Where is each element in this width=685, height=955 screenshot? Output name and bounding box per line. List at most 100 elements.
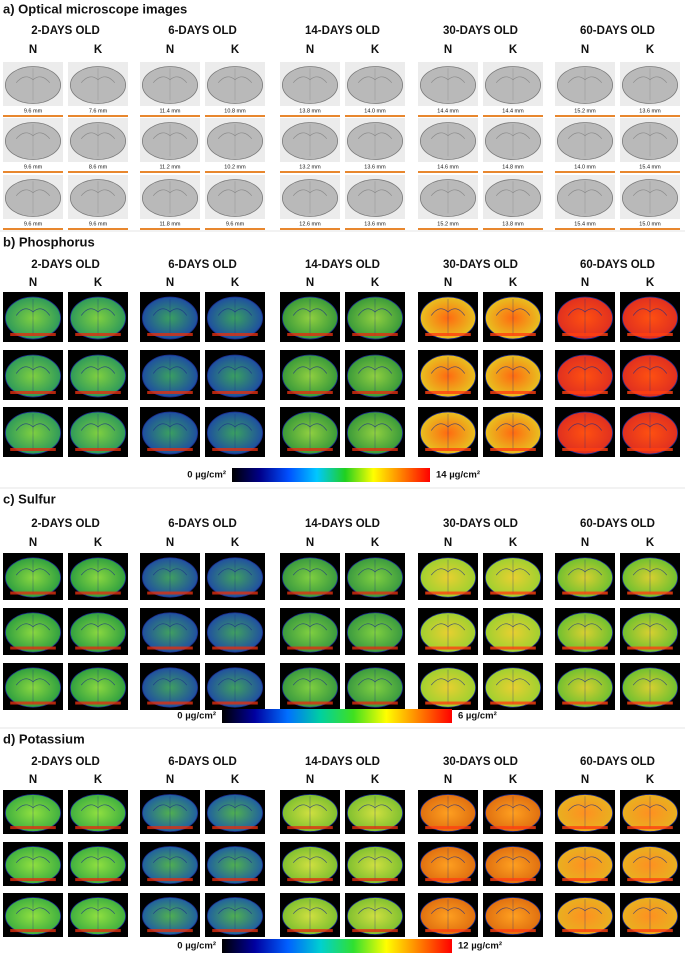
edge-band — [10, 448, 56, 451]
edge-band — [352, 701, 398, 705]
edge-band — [75, 333, 121, 336]
column-label: K — [646, 277, 655, 289]
edge-band — [627, 646, 673, 650]
edge-band — [352, 448, 398, 451]
edge-band — [147, 391, 193, 394]
age-header: 2-DAYS OLD — [31, 25, 100, 37]
brain-image — [68, 790, 128, 834]
edge-band — [352, 391, 398, 394]
brain-image — [418, 842, 478, 886]
edge-band — [425, 591, 471, 595]
edge-band — [10, 333, 56, 336]
column-label: K — [94, 774, 103, 786]
column-label: N — [581, 537, 589, 549]
edge-band — [627, 701, 673, 705]
column-label: K — [509, 277, 518, 289]
edge-band — [425, 646, 471, 650]
edge-band — [212, 591, 258, 595]
brain-image — [345, 62, 405, 106]
edge-band — [425, 391, 471, 394]
age-header: 2-DAYS OLD — [31, 259, 100, 271]
edge-band — [352, 591, 398, 595]
length-label: 14.6 mm — [437, 164, 459, 170]
column-label: N — [166, 44, 174, 56]
edge-band — [147, 646, 193, 650]
length-label: 15.4 mm — [639, 164, 661, 170]
edge-band — [147, 333, 193, 336]
colorbar-min: 0 µg/cm² — [177, 711, 216, 722]
edge-band — [490, 591, 536, 595]
brain-image — [205, 893, 265, 937]
length-label: 7.6 mm — [89, 108, 108, 114]
edge-band — [147, 929, 193, 933]
edge-band — [425, 448, 471, 451]
brain-image — [205, 842, 265, 886]
edge-band — [10, 646, 56, 650]
column-label: N — [29, 277, 37, 289]
column-label: K — [371, 774, 380, 786]
brain-image — [483, 175, 543, 219]
brain-image — [3, 350, 63, 400]
edge-band — [627, 591, 673, 595]
edge-band — [10, 929, 56, 933]
column-label: N — [581, 277, 589, 289]
brain-image — [418, 175, 478, 219]
brain-image — [418, 893, 478, 937]
brain-image — [140, 118, 200, 162]
age-header: 14-DAYS OLD — [305, 25, 380, 37]
brain-image — [140, 842, 200, 886]
column-label: K — [231, 537, 240, 549]
edge-band — [147, 591, 193, 595]
edge-band — [75, 701, 121, 705]
panel-title: d) Potassium — [3, 731, 85, 746]
brain-image — [345, 553, 405, 600]
brain-image — [418, 350, 478, 400]
brain-image — [483, 893, 543, 937]
brain-image — [483, 62, 543, 106]
edge-band — [562, 878, 608, 882]
edge-band — [490, 929, 536, 933]
column-label: K — [646, 44, 655, 56]
brain-image — [205, 663, 265, 710]
edge-band — [212, 826, 258, 830]
edge-band — [562, 701, 608, 705]
brain-image — [555, 842, 615, 886]
length-label: 14.4 mm — [437, 108, 459, 114]
panel-title: a) Optical microscope images — [3, 1, 187, 16]
age-header: 60-DAYS OLD — [580, 756, 655, 768]
panel-title: c) Sulfur — [3, 491, 56, 506]
brain-image — [3, 407, 63, 457]
brain-image — [3, 790, 63, 834]
column-label: K — [94, 277, 103, 289]
edge-band — [352, 878, 398, 882]
edge-band — [212, 391, 258, 394]
brain-image — [140, 893, 200, 937]
brain-image — [205, 407, 265, 457]
column-label: N — [444, 774, 452, 786]
edge-band — [287, 878, 333, 882]
length-label: 13.8 mm — [502, 221, 524, 227]
brain-image — [205, 118, 265, 162]
brain-image — [418, 407, 478, 457]
age-header: 14-DAYS OLD — [305, 756, 380, 768]
length-label: 13.2 mm — [299, 164, 321, 170]
brain-image — [555, 790, 615, 834]
edge-band — [627, 391, 673, 394]
column-label: N — [29, 537, 37, 549]
panel-title: b) Phosphorus — [3, 234, 95, 249]
column-label: N — [166, 277, 174, 289]
brain-image — [555, 350, 615, 400]
edge-band — [562, 333, 608, 336]
brain-image — [205, 608, 265, 655]
brain-image — [68, 62, 128, 106]
column-label: N — [444, 44, 452, 56]
brain-image — [68, 893, 128, 937]
brain-image — [68, 842, 128, 886]
brain-image — [620, 175, 680, 219]
brain-image — [3, 118, 63, 162]
colorbar-min: 0 µg/cm² — [177, 941, 216, 952]
column-label: N — [444, 277, 452, 289]
edge-band — [75, 878, 121, 882]
brain-image — [483, 292, 543, 342]
brain-image — [483, 350, 543, 400]
